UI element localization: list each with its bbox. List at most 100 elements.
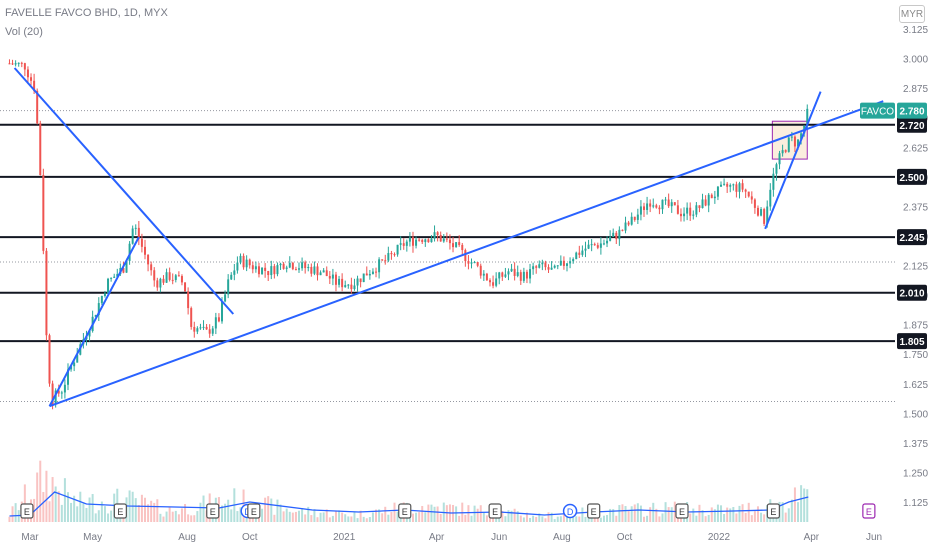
- candle-body: [180, 276, 183, 283]
- volume-bar: [720, 505, 723, 522]
- candle-body: [23, 63, 26, 70]
- volume-bar: [353, 512, 356, 522]
- volume-bar: [199, 502, 202, 522]
- volume-bar: [602, 515, 605, 522]
- candle-body: [519, 272, 522, 281]
- volume-bar: [522, 517, 525, 522]
- candle-body: [227, 279, 230, 295]
- candle-body: [313, 266, 316, 274]
- volume-bar: [63, 478, 66, 522]
- volume-bar: [276, 499, 279, 522]
- volume-bar: [516, 511, 519, 522]
- volume-bar: [581, 507, 584, 522]
- volume-bar: [264, 497, 267, 522]
- candle-body: [239, 255, 242, 263]
- candle-body: [347, 284, 350, 286]
- candle-body: [535, 266, 538, 268]
- candle-body: [602, 243, 605, 245]
- currency-button[interactable]: MYR: [899, 5, 925, 23]
- level-price-tag: [897, 229, 927, 246]
- volume-bar: [806, 489, 809, 522]
- candle-body: [679, 213, 682, 217]
- x-tick-label: Aug: [178, 532, 196, 543]
- candle-body: [365, 273, 368, 276]
- candle-body: [510, 268, 513, 272]
- volume-bar: [273, 514, 276, 522]
- candle-body: [581, 250, 584, 255]
- candle-body: [66, 369, 69, 385]
- volume-bar: [556, 516, 559, 522]
- candle-body: [704, 199, 707, 206]
- volume-bar: [239, 507, 242, 522]
- candle-body: [88, 330, 91, 337]
- candle-body: [230, 274, 233, 280]
- candle-body: [20, 62, 23, 64]
- candle-body: [162, 278, 165, 283]
- volume-bar: [655, 508, 658, 522]
- volume-bar: [501, 510, 504, 522]
- candle-body: [368, 273, 371, 276]
- volume-bar: [66, 492, 69, 522]
- candle-body: [110, 277, 113, 279]
- volume-bar: [45, 470, 48, 522]
- candle-body: [396, 244, 399, 255]
- candle-body: [221, 301, 224, 322]
- candle-body: [729, 185, 732, 187]
- candle-body: [217, 317, 220, 322]
- volume-bar: [140, 494, 143, 522]
- candle-body: [458, 242, 461, 245]
- candle-body: [643, 206, 646, 210]
- candle-body: [532, 266, 535, 270]
- candle-body: [445, 238, 448, 240]
- volume-bar: [362, 516, 365, 522]
- volume-bar: [661, 513, 664, 522]
- volume-bar: [60, 504, 63, 522]
- volume-bar: [282, 511, 285, 522]
- volume-bar: [356, 518, 359, 522]
- candle-body: [42, 175, 45, 251]
- candle-body: [553, 265, 556, 268]
- candle-body: [171, 279, 174, 281]
- candle-body: [661, 199, 664, 210]
- candle-body: [193, 326, 196, 332]
- trendline: [48, 236, 140, 407]
- volume-bar: [485, 515, 488, 522]
- candle-body: [282, 263, 285, 269]
- level-price-label: 1.805: [899, 337, 924, 348]
- candle-body: [408, 237, 411, 242]
- candle-body: [134, 227, 137, 229]
- volume-bar: [365, 518, 368, 522]
- volume-bar: [504, 516, 507, 522]
- candle-body: [344, 285, 347, 288]
- candle-body: [11, 63, 14, 65]
- candle-body: [695, 205, 698, 215]
- volume-bar: [150, 500, 153, 522]
- volume-bar: [48, 501, 51, 522]
- volume-bar: [550, 512, 553, 522]
- candle-body: [165, 272, 168, 283]
- candle-body: [701, 199, 704, 209]
- candle-body: [766, 206, 769, 224]
- volume-bar: [196, 511, 199, 522]
- candle-body: [174, 275, 177, 280]
- y-tick-label: 1.625: [903, 380, 928, 391]
- candle-body: [550, 267, 553, 270]
- trendline: [49, 100, 884, 408]
- volume-bar: [575, 516, 578, 522]
- volume-bar: [427, 504, 430, 522]
- volume-bar: [439, 513, 442, 522]
- candle-body: [800, 133, 803, 140]
- candle-body: [562, 260, 565, 266]
- volume-bar: [525, 512, 528, 522]
- candle-body: [14, 63, 17, 65]
- level-price-label: 2.245: [899, 233, 924, 244]
- candle-body: [168, 272, 171, 280]
- volume-bar: [750, 515, 753, 522]
- candle-body: [236, 262, 239, 271]
- volume-bar: [793, 487, 796, 522]
- volume-bar: [584, 516, 587, 522]
- candle-body: [205, 326, 208, 330]
- x-tick-label: Aug: [553, 532, 571, 543]
- candle-body: [190, 308, 193, 327]
